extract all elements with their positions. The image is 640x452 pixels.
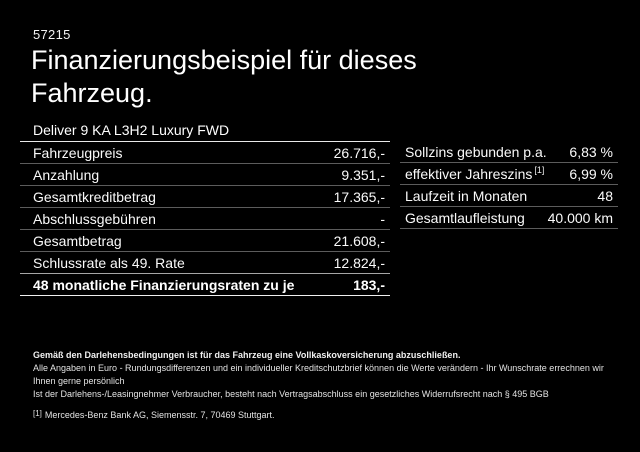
bank-note-text: Mercedes-Benz Bank AG, Siemensstr. 7, 70… — [44, 409, 275, 420]
page-title-line1: Finanzierungsbeispiel für dieses — [31, 45, 417, 75]
row-value: 9.351,- — [341, 166, 385, 183]
table-row-effective-interest: effektiver Jahreszins [1] 6,99 % — [400, 163, 618, 185]
table-row-total-mileage: Gesamtlaufleistung 40.000 km — [400, 207, 618, 229]
table-row-final-rate: Schlussrate als 49. Rate 12.824,- — [20, 252, 390, 274]
footnote-marker: [1] — [534, 164, 545, 175]
rounding-note: Alle Angaben in Euro - Rundungsdifferenz… — [33, 363, 604, 386]
row-label: Fahrzeugpreis — [33, 144, 123, 161]
row-value: 183,- — [353, 276, 385, 293]
row-label: Anzahlung — [33, 166, 100, 183]
table-row-total-amount: Gesamtbetrag 21.608,- — [20, 230, 390, 252]
page-title: Finanzierungsbeispiel für dieses Fahrzeug… — [31, 44, 417, 110]
row-label: Abschlussgebühren — [33, 210, 156, 227]
table-row-term-months: Laufzeit in Monaten 48 — [400, 185, 618, 207]
row-value: 21.608,- — [333, 232, 385, 249]
row-value: 12.824,- — [333, 254, 385, 271]
row-label: Gesamtbetrag — [33, 232, 122, 249]
row-label: Gesamtkreditbetrag — [33, 188, 156, 205]
footnotes: Gemäß den Darlehensbedingungen ist für d… — [33, 349, 618, 422]
row-value: 17.365,- — [333, 188, 385, 205]
row-label: Sollzins gebunden p.a. — [405, 143, 547, 160]
page-title-line2: Fahrzeug. — [31, 78, 153, 108]
row-label: 48 monatliche Finanzierungsraten zu je — [33, 276, 295, 293]
table-row-total-credit: Gesamtkreditbetrag 17.365,- — [20, 186, 390, 208]
row-label: Gesamtlaufleistung — [405, 209, 525, 226]
insurance-note: Gemäß den Darlehensbedingungen ist für d… — [33, 350, 461, 360]
listing-ref-number: 57215 — [33, 27, 71, 42]
row-value: - — [380, 210, 385, 227]
row-label: Laufzeit in Monaten — [405, 187, 528, 204]
table-row-monthly-rate: 48 monatliche Finanzierungsraten zu je 1… — [20, 274, 390, 296]
conditions-table: Sollzins gebunden p.a. 6,83 % effektiver… — [400, 141, 618, 229]
table-row-nominal-interest: Sollzins gebunden p.a. 6,83 % — [400, 141, 618, 163]
withdrawal-note: Ist der Darlehens-/Leasingnehmer Verbrau… — [33, 389, 549, 399]
row-value: 26.716,- — [333, 144, 385, 161]
footnote-marker: [1] — [33, 409, 42, 418]
vehicle-name: Deliver 9 KA L3H2 Luxury FWD — [33, 122, 230, 138]
bank-note: [1] Mercedes-Benz Bank AG, Siemensstr. 7,… — [33, 407, 618, 422]
table-row-down-payment: Anzahlung 9.351,- — [20, 164, 390, 186]
row-value: 40.000 km — [547, 209, 613, 226]
row-value: 6,83 % — [569, 143, 613, 160]
table-row-vehicle-price: Fahrzeugpreis 26.716,- — [20, 142, 390, 164]
row-label: effektiver Jahreszins [1] — [405, 164, 545, 182]
row-value: 48 — [597, 187, 613, 204]
finance-table: Fahrzeugpreis 26.716,- Anzahlung 9.351,-… — [20, 141, 390, 296]
row-label: Schlussrate als 49. Rate — [33, 254, 185, 271]
row-value: 6,99 % — [569, 165, 613, 182]
table-row-closing-fees: Abschlussgebühren - — [20, 208, 390, 230]
